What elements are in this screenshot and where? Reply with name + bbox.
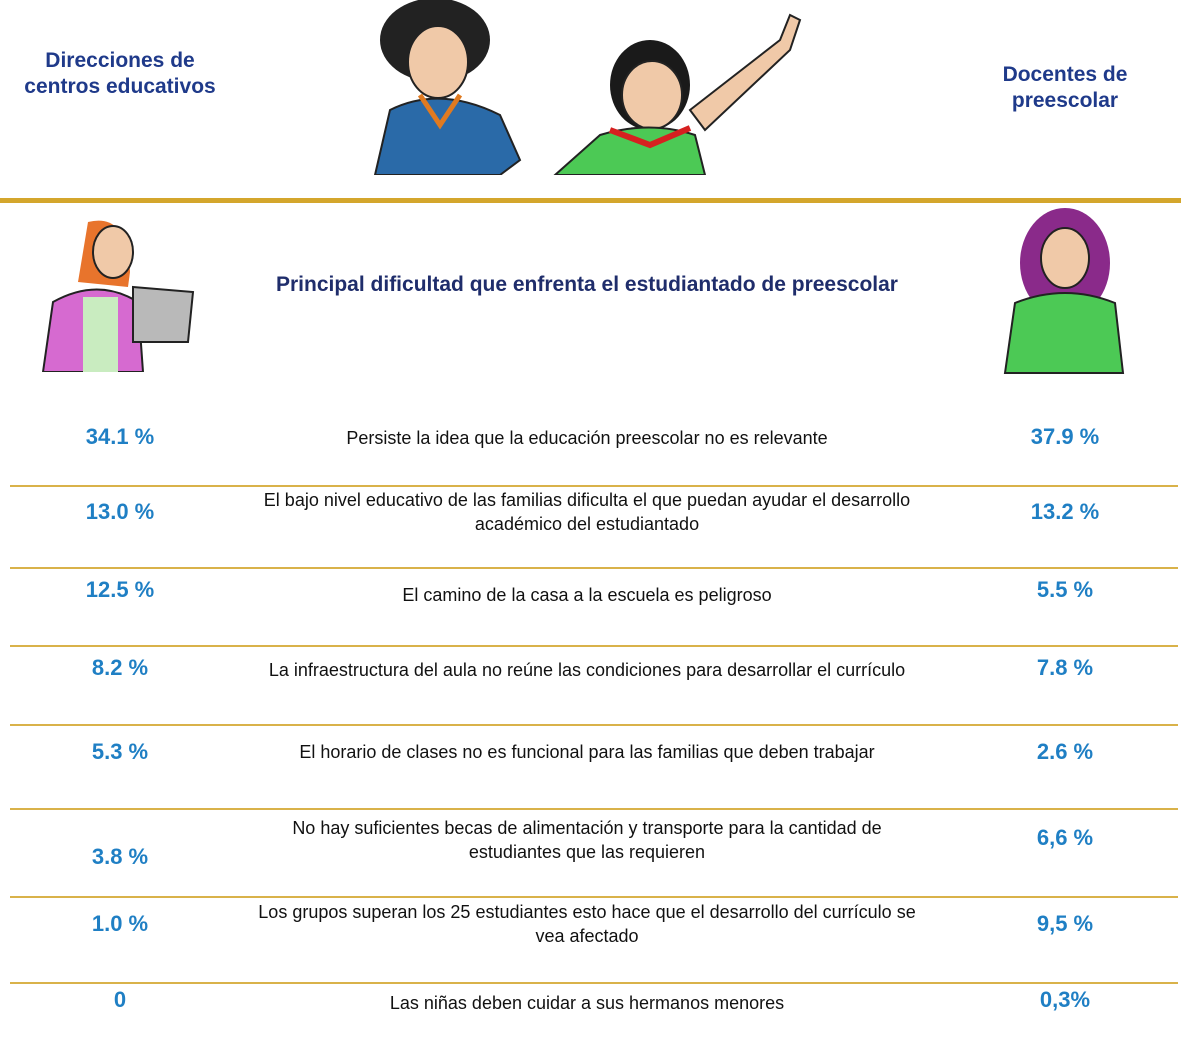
header-rule (0, 198, 1181, 203)
right-value: 7.8 % (965, 655, 1165, 681)
right-value: 37.9 % (965, 424, 1165, 450)
description: El camino de la casa a la escuela es pel… (247, 583, 927, 607)
row-separator (10, 567, 1178, 569)
row-separator (10, 808, 1178, 810)
description: No hay suficientes becas de alimentación… (247, 816, 927, 864)
row-separator (10, 896, 1178, 898)
row-separator (10, 645, 1178, 647)
row-separator (10, 485, 1178, 487)
left-value: 13.0 % (20, 499, 220, 525)
description: El horario de clases no es funcional par… (247, 740, 927, 764)
teacher-illustration (995, 208, 1135, 378)
right-label: Docentes de preescolar (965, 62, 1165, 114)
left-value: 34.1 % (20, 424, 220, 450)
left-value: 1.0 % (20, 911, 220, 937)
description: Los grupos superan los 25 estudiantes es… (247, 900, 927, 948)
right-value: 5.5 % (965, 577, 1165, 603)
left-value: 0 (20, 987, 220, 1013)
right-value: 9,5 % (965, 911, 1165, 937)
left-value: 8.2 % (20, 655, 220, 681)
director-illustration (38, 212, 198, 372)
left-label: Direcciones de centros educativos (20, 48, 220, 100)
header-illustration (360, 0, 820, 175)
title: Principal dificultad que enfrenta el est… (247, 270, 927, 300)
right-value: 0,3% (965, 987, 1165, 1013)
description: La infraestructura del aula no reúne las… (247, 658, 927, 682)
right-value: 13.2 % (965, 499, 1165, 525)
description: Persiste la idea que la educación preesc… (247, 426, 927, 450)
right-value: 6,6 % (965, 825, 1165, 851)
row-separator (10, 724, 1178, 726)
left-value: 3.8 % (20, 844, 220, 870)
left-value: 5.3 % (20, 739, 220, 765)
description: Las niñas deben cuidar a sus hermanos me… (247, 991, 927, 1015)
right-value: 2.6 % (965, 739, 1165, 765)
page: Direcciones de centros educativos Docent… (0, 0, 1181, 1050)
row-separator (10, 982, 1178, 984)
description: El bajo nivel educativo de las familias … (247, 488, 927, 536)
left-value: 12.5 % (20, 577, 220, 603)
